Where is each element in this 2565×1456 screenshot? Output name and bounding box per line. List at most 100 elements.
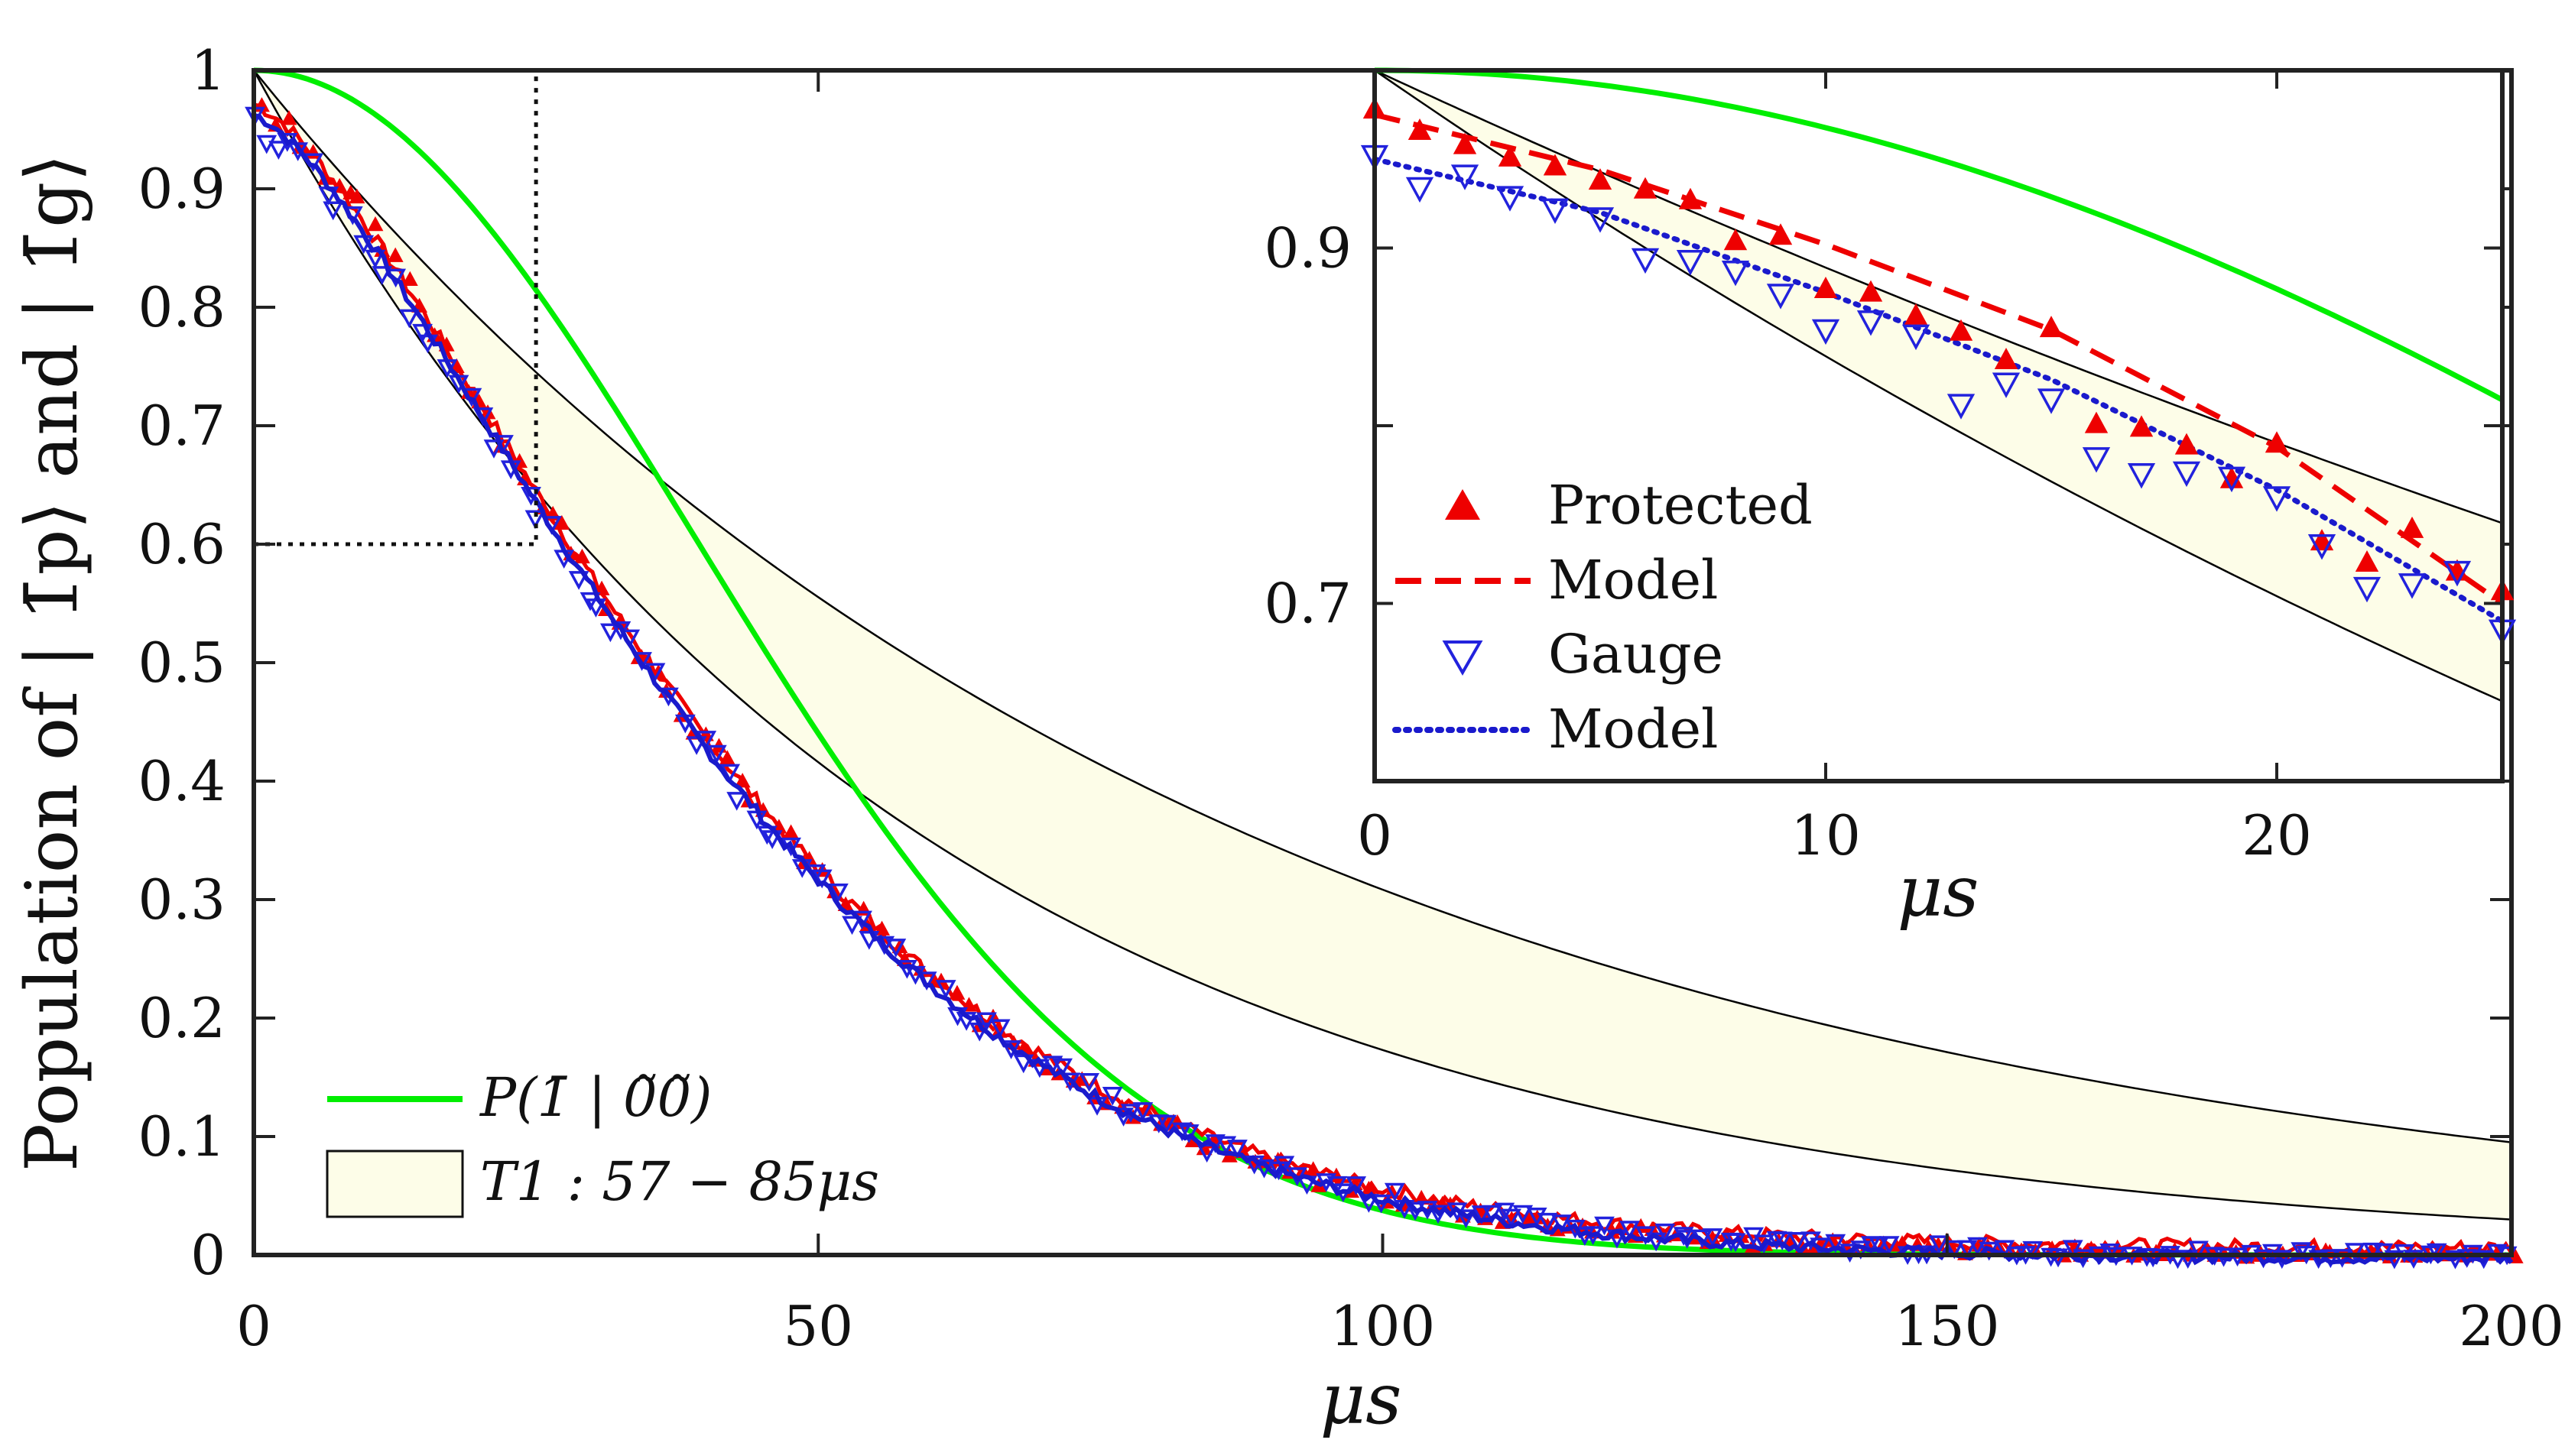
main-band-layer — [254, 70, 2511, 1220]
main-protected-marker — [554, 514, 570, 530]
main-protected-marker — [573, 548, 590, 564]
inset-gauge-marker — [1541, 198, 1570, 225]
inset-t1-57-line — [1374, 69, 2503, 702]
main-protected-marker — [734, 773, 751, 788]
main-x-tick-label: 100 — [1330, 1294, 1435, 1358]
main-protected-marker — [1529, 1209, 1546, 1224]
main-gauge-marker — [1956, 1240, 1978, 1260]
main-protected-marker — [349, 188, 365, 204]
inset-protected-marker — [2174, 433, 2199, 455]
main-gauge-marker — [1878, 1236, 1900, 1255]
main-protected-marker — [593, 580, 610, 595]
main-legend-green-label: P(1̄ | 0̃0̃) — [479, 1066, 712, 1129]
inset-protected-marker — [2219, 466, 2244, 488]
inset-gauge-marker — [1586, 207, 1615, 233]
main-y-tick-label: 0.7 — [138, 394, 226, 458]
main-y-tick-label: 1 — [190, 38, 226, 102]
inset-legend-protected-swatch — [1445, 489, 1480, 520]
inset-gauge-marker — [1450, 164, 1479, 190]
inset-protected-marker — [2129, 415, 2154, 437]
inset-protected-marker — [1543, 154, 1567, 176]
inset-gauge-marker — [1811, 319, 1840, 345]
main-gauge-marker — [885, 939, 907, 958]
inset-gauge-marker — [2443, 560, 2472, 587]
main-gauge-marker — [2188, 1240, 2209, 1260]
main-protected-marker — [1704, 1230, 1721, 1245]
main-t1-band — [254, 70, 2511, 1220]
main-legend-band-swatch — [326, 1150, 464, 1218]
inset-protected-marker — [1588, 168, 1612, 190]
inset-gauge-marker — [1676, 250, 1705, 276]
inset-legend: Protected Model Gauge Model — [1392, 474, 1813, 760]
main-protected-marker — [2044, 1240, 2060, 1256]
inset-gauge-marker — [1901, 324, 1930, 351]
main-gauge-marker — [1787, 1232, 1808, 1251]
inset-gauge-marker — [1631, 248, 1660, 274]
main-gauge-marker — [524, 510, 546, 530]
inset-protected-marker — [2355, 550, 2379, 572]
main-gauge-marker — [323, 201, 344, 221]
inset-gauge-marker — [1405, 177, 1434, 203]
inset-x-tick-label: 10 — [1791, 803, 1861, 867]
inset-protected-marker — [2039, 316, 2063, 338]
main-protected-marker — [1138, 1101, 1154, 1117]
main-gauge-marker — [2344, 1243, 2365, 1262]
main-gauge-marker — [2332, 1249, 2353, 1268]
inset-protected-marker — [1453, 132, 1477, 154]
inset-protected-marker — [1768, 223, 1793, 245]
main-gauge-marker — [1619, 1221, 1640, 1240]
zoom-box-line — [254, 70, 538, 546]
main-y-tick-label: 0.3 — [138, 867, 226, 932]
main-gauge-marker — [1456, 1209, 1476, 1229]
main-gauge-marker — [2291, 1242, 2312, 1261]
inset-protected-marker — [1813, 276, 1838, 298]
main-protected-marker — [949, 984, 966, 1000]
inset-gauge-marker — [2398, 573, 2427, 599]
main-gauge-marker — [1471, 1205, 1492, 1224]
main-gauge-marker — [1825, 1234, 1846, 1253]
main-y-axis-label: Population of | 1̄p⟩ and | 1̄g⟩ — [11, 154, 94, 1172]
main-t1-57-line — [252, 70, 2512, 1221]
main-gauge-marker — [1771, 1231, 1793, 1251]
inset-protected-marker — [1949, 319, 1973, 341]
inset-green-curve — [1375, 67, 2504, 403]
inset-t1-85-line — [1374, 69, 2503, 524]
inset-model-blue-line — [1372, 156, 2505, 624]
inset-protected-marker — [1408, 118, 1432, 141]
main-gauge-marker — [2362, 1242, 2384, 1262]
main-protected-marker — [783, 824, 800, 839]
inset-protected-marker — [1723, 229, 1748, 251]
main-protected-marker — [1824, 1232, 1841, 1247]
main-protected-marker — [281, 110, 297, 125]
inset-protected-marker — [1994, 347, 2018, 369]
inset-band-layer — [1375, 70, 2502, 702]
main-gauge-marker — [268, 141, 289, 160]
inset-legend-model-red-label: Model — [1548, 549, 1718, 611]
inset-y-tick-label: 0.9 — [1264, 216, 1352, 280]
main-protected-marker — [1305, 1161, 1322, 1176]
main-gauge-marker — [1346, 1176, 1367, 1195]
inset-gauge-marker — [2307, 534, 2336, 560]
inset-ticks-layer: 0 10 20 0.7 0.9 — [1264, 69, 2502, 867]
inset-markers-layer — [1360, 97, 2517, 646]
main-gauge-marker — [1501, 1208, 1521, 1228]
main-model-red-line — [253, 102, 2514, 1257]
main-protected-marker — [719, 750, 735, 765]
main-gauge-marker — [372, 266, 393, 285]
main-gauge-marker — [398, 309, 420, 329]
inset-gauge-marker — [2127, 463, 2156, 489]
inset-t1-band — [1375, 70, 2502, 702]
main-protected-marker — [1503, 1211, 1520, 1226]
inset-protected-marker — [1904, 303, 1928, 325]
main-gauge-marker — [1512, 1205, 1534, 1224]
main-gauge-marker — [1102, 1087, 1123, 1106]
main-gauge-marker — [1178, 1124, 1200, 1143]
main-y-tick-label: 0.2 — [138, 986, 226, 1050]
main-gauge-marker — [1384, 1182, 1405, 1202]
inset-protected-marker — [1633, 177, 1658, 199]
main-gauge-marker — [1537, 1212, 1558, 1232]
main-gauge-marker — [726, 792, 748, 811]
inset-gauge-marker — [1721, 260, 1750, 287]
main-gauge-marker — [1196, 1143, 1218, 1163]
inset-gauge-marker — [2262, 486, 2291, 512]
